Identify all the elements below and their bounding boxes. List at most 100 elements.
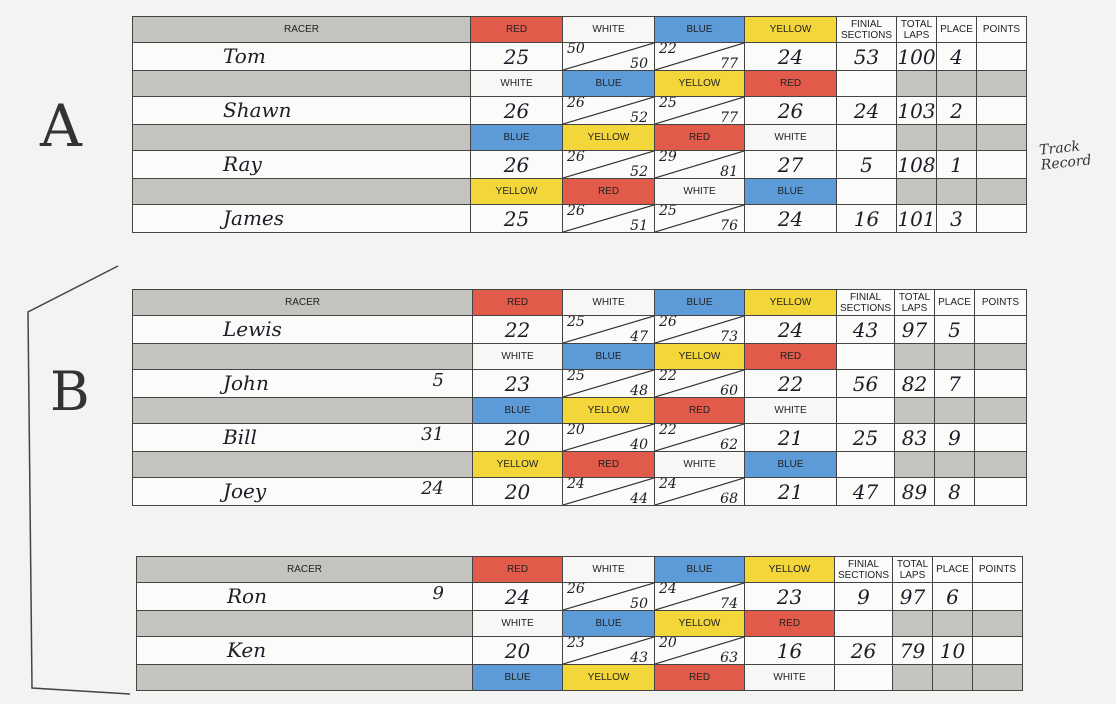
race-table-c: RACER RED WHITE BLUE YELLOW FINIAL SECTIONS TO… bbox=[136, 556, 1023, 691]
lane-laps: 22 bbox=[659, 42, 677, 58]
lane-color-yellow: YELLOW bbox=[654, 343, 745, 370]
lane4-laps: 24 bbox=[744, 42, 837, 71]
diagonal-divider bbox=[655, 637, 744, 664]
lane-color-white: WHITE bbox=[744, 664, 835, 691]
lane-laps: 26 bbox=[567, 150, 585, 166]
lane-color-red: RED bbox=[654, 664, 745, 691]
racer-row: Joey 24 20 24 44 24 68 21 47 89 8 bbox=[132, 477, 1027, 506]
racer-header: RACER bbox=[136, 556, 473, 583]
empty-cell bbox=[836, 70, 897, 97]
racer-row: Ron 9 24 26 50 24 74 23 9 97 6 bbox=[136, 582, 1023, 611]
lane-color-yellow: YELLOW bbox=[654, 70, 745, 97]
gray-spacer bbox=[934, 397, 975, 424]
finial-sections: 47 bbox=[836, 477, 895, 506]
total-laps: 100 bbox=[896, 42, 937, 71]
lane2-split: 26 51 bbox=[562, 204, 655, 233]
lane3-split: 26 73 bbox=[654, 315, 745, 344]
lane-color-white: WHITE bbox=[470, 70, 563, 97]
running-total: 74 bbox=[720, 596, 738, 611]
lane-laps: 24 bbox=[567, 477, 585, 493]
lane-header-red: RED bbox=[472, 556, 563, 583]
lane-color-blue: BLUE bbox=[472, 664, 563, 691]
running-total: 44 bbox=[630, 491, 648, 506]
running-total: 43 bbox=[630, 650, 648, 665]
lane-color-blue: BLUE bbox=[744, 178, 837, 205]
lane1-laps: 26 bbox=[470, 96, 563, 125]
total-laps: 108 bbox=[896, 150, 937, 179]
diagonal-divider bbox=[563, 316, 654, 343]
lane-color-yellow: YELLOW bbox=[472, 451, 563, 478]
total-laps: 97 bbox=[892, 582, 933, 611]
racer-number: 5 bbox=[432, 370, 444, 392]
finial-sections: 9 bbox=[834, 582, 893, 611]
lane4-laps: 21 bbox=[744, 477, 837, 506]
gray-spacer bbox=[892, 664, 933, 691]
diagonal-divider bbox=[563, 370, 654, 397]
total-laps: 101 bbox=[896, 204, 937, 233]
gray-spacer bbox=[896, 178, 937, 205]
running-total: 52 bbox=[630, 164, 648, 179]
lane-laps: 25 bbox=[659, 96, 677, 112]
lane-order-row: WHITE BLUE YELLOW RED bbox=[132, 343, 1027, 370]
racer-name-cell: Lewis bbox=[132, 315, 473, 344]
empty-cell bbox=[836, 124, 897, 151]
racer-name: Shawn bbox=[223, 98, 292, 122]
lane1-laps: 20 bbox=[472, 423, 563, 452]
racer-name-cell: Ron 9 bbox=[136, 582, 473, 611]
lane1-laps: 26 bbox=[470, 150, 563, 179]
lane-laps: 24 bbox=[659, 582, 677, 598]
racer-number: 9 bbox=[432, 583, 444, 605]
lane-laps: 26 bbox=[659, 315, 677, 331]
group-a-label: A bbox=[40, 92, 82, 160]
lane2-split: 26 52 bbox=[562, 150, 655, 179]
gray-spacer bbox=[136, 610, 473, 637]
gray-spacer bbox=[896, 70, 937, 97]
diagonal-divider bbox=[655, 583, 744, 610]
gray-spacer bbox=[936, 124, 977, 151]
lane1-laps: 24 bbox=[472, 582, 563, 611]
place-header: PLACE bbox=[936, 16, 977, 43]
lane-color-yellow: YELLOW bbox=[562, 397, 655, 424]
gray-spacer bbox=[934, 343, 975, 370]
gray-spacer bbox=[132, 70, 471, 97]
race-table-a: RACER RED WHITE BLUE YELLOW FINIAL SECTIONS TO… bbox=[132, 16, 1027, 233]
lane1-laps: 20 bbox=[472, 477, 563, 506]
racer-name-cell: Ray bbox=[132, 150, 471, 179]
racer-number: 24 bbox=[421, 478, 444, 500]
lane-color-red: RED bbox=[654, 397, 745, 424]
racer-row: Tom 25 50 50 22 77 24 53 100 4 bbox=[132, 42, 1027, 71]
finial-sections: 43 bbox=[836, 315, 895, 344]
lane-laps: 23 bbox=[567, 636, 585, 652]
lane-order-row: YELLOW RED WHITE BLUE bbox=[132, 178, 1027, 205]
racer-row: Shawn 26 26 52 25 77 26 24 103 2 bbox=[132, 96, 1027, 125]
gray-spacer bbox=[894, 397, 935, 424]
place-header: PLACE bbox=[932, 556, 973, 583]
running-total: 52 bbox=[630, 110, 648, 125]
header-row: RACER RED WHITE BLUE YELLOW FINIAL SECTIONS TO… bbox=[136, 556, 1023, 583]
lane2-split: 24 44 bbox=[562, 477, 655, 506]
lane-color-yellow: YELLOW bbox=[470, 178, 563, 205]
place: 5 bbox=[934, 315, 975, 344]
empty-cell bbox=[836, 178, 897, 205]
lane-color-red: RED bbox=[654, 124, 745, 151]
racer-header: RACER bbox=[132, 16, 471, 43]
lane-laps: 24 bbox=[659, 477, 677, 493]
finial-sections-header: FINIAL SECTIONS bbox=[836, 289, 895, 316]
total-laps: 97 bbox=[894, 315, 935, 344]
gray-spacer bbox=[934, 451, 975, 478]
lane-header-yellow: YELLOW bbox=[744, 289, 837, 316]
gray-spacer bbox=[132, 124, 471, 151]
diagonal-divider bbox=[563, 43, 654, 70]
points bbox=[972, 636, 1023, 665]
lane-header-white: WHITE bbox=[562, 16, 655, 43]
racer-name: Ray bbox=[223, 152, 262, 176]
empty-cell bbox=[836, 451, 895, 478]
lane4-laps: 27 bbox=[744, 150, 837, 179]
empty-cell bbox=[836, 343, 895, 370]
lane-color-white: WHITE bbox=[744, 397, 837, 424]
points-header: POINTS bbox=[976, 16, 1027, 43]
group-bracket bbox=[27, 265, 131, 695]
lane-order-row: BLUE YELLOW RED WHITE bbox=[132, 397, 1027, 424]
gray-spacer bbox=[136, 664, 473, 691]
gray-spacer bbox=[892, 610, 933, 637]
